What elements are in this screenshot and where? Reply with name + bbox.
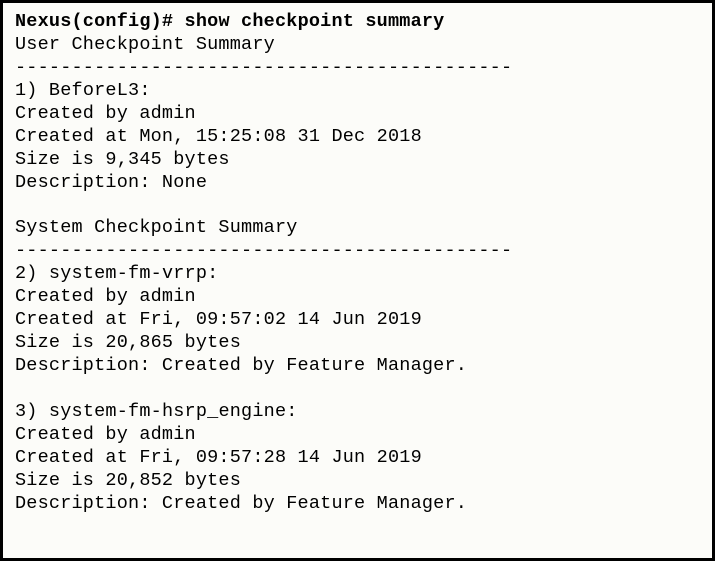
prompt-command: show checkpoint summary bbox=[185, 11, 445, 32]
divider: ----------------------------------------… bbox=[15, 57, 512, 78]
entry-name: BeforeL3: bbox=[49, 80, 151, 101]
entry-description: Description: None bbox=[15, 172, 207, 193]
entry-created-by: Created by admin bbox=[15, 424, 196, 445]
entry-name: system-fm-vrrp: bbox=[49, 263, 219, 284]
section-heading: System Checkpoint Summary bbox=[15, 217, 298, 238]
entry-created-at: Created at Fri, 09:57:28 14 Jun 2019 bbox=[15, 447, 422, 468]
entry-index: 3) bbox=[15, 401, 38, 422]
divider: ----------------------------------------… bbox=[15, 240, 512, 261]
entry-created-at: Created at Mon, 15:25:08 31 Dec 2018 bbox=[15, 126, 422, 147]
entry-created-by: Created by admin bbox=[15, 286, 196, 307]
entry-description: Description: Created by Feature Manager. bbox=[15, 355, 467, 376]
section-heading: User Checkpoint Summary bbox=[15, 34, 275, 55]
terminal-output: Nexus(config)# show checkpoint summary U… bbox=[0, 0, 715, 561]
entry-index: 2) bbox=[15, 263, 38, 284]
entry-name: system-fm-hsrp_engine: bbox=[49, 401, 298, 422]
prompt-host: Nexus(config)# bbox=[15, 11, 173, 32]
entry-created-by: Created by admin bbox=[15, 103, 196, 124]
entry-size: Size is 20,852 bytes bbox=[15, 470, 241, 491]
entry-size: Size is 20,865 bytes bbox=[15, 332, 241, 353]
entry-description: Description: Created by Feature Manager. bbox=[15, 493, 467, 514]
entry-created-at: Created at Fri, 09:57:02 14 Jun 2019 bbox=[15, 309, 422, 330]
entry-index: 1) bbox=[15, 80, 38, 101]
entry-size: Size is 9,345 bytes bbox=[15, 149, 230, 170]
